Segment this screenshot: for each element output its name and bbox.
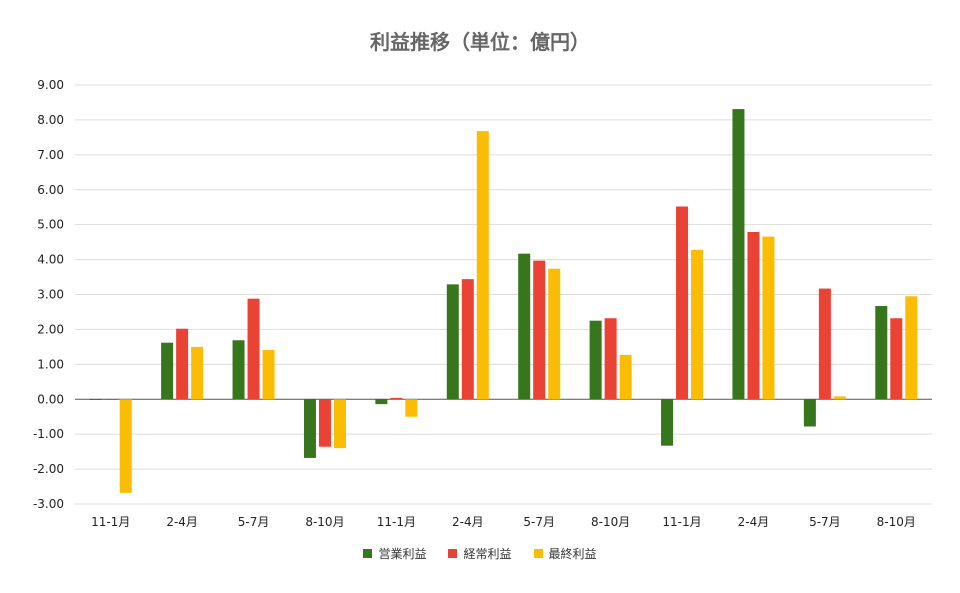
legend-item-ordinary: 経常利益 (448, 545, 512, 562)
y-tick-label: 4.00 (37, 253, 64, 267)
bar (676, 206, 689, 400)
y-tick-label: 1.00 (37, 357, 64, 371)
bar (191, 346, 204, 400)
bar (747, 231, 760, 400)
bar (548, 268, 561, 400)
x-tick-label: 11-1月 (91, 515, 130, 529)
bar (119, 399, 132, 493)
y-tick-label: -3.00 (33, 497, 64, 511)
bar (333, 399, 346, 449)
y-tick-label: -1.00 (33, 427, 64, 441)
bar (661, 399, 674, 446)
bar (104, 399, 117, 400)
x-tick-label: 2-4月 (738, 515, 770, 529)
bar (247, 298, 260, 400)
bar (176, 328, 189, 400)
bar (161, 342, 174, 400)
bar (589, 320, 602, 400)
bar (875, 306, 888, 400)
x-tick-label: 2-4月 (452, 515, 484, 529)
bar (390, 397, 403, 400)
y-tick-label: 8.00 (37, 113, 64, 127)
x-tick-label: 5-7月 (523, 515, 555, 529)
chart-title: 利益推移（単位：億円） (370, 30, 590, 54)
y-tick-label: 5.00 (37, 218, 64, 232)
bar (803, 399, 816, 427)
bar (518, 253, 531, 400)
y-tick-label: 2.00 (37, 322, 64, 336)
legend-swatch (363, 549, 373, 558)
y-tick-label: 6.00 (37, 183, 64, 197)
bar (818, 288, 831, 400)
bar (461, 279, 474, 400)
x-tick-label: 8-10月 (591, 515, 630, 529)
bar (905, 296, 918, 400)
bar (232, 340, 245, 400)
legend-label: 経常利益 (463, 547, 512, 561)
bar (476, 131, 489, 400)
bar (533, 260, 546, 400)
legend-item-operating: 営業利益 (363, 545, 426, 562)
bar (318, 399, 331, 447)
bar (691, 249, 704, 400)
legend: 営業利益 経常利益 最終利益 (0, 545, 960, 562)
bar (262, 350, 275, 400)
bar (619, 354, 632, 400)
x-tick-label: 8-10月 (305, 515, 344, 529)
legend-swatch (533, 549, 543, 558)
legend-item-net: 最終利益 (533, 545, 597, 562)
bar (762, 236, 775, 400)
bar (833, 396, 846, 400)
y-tick-label: 0.00 (37, 392, 64, 406)
bar (732, 109, 745, 400)
legend-swatch (448, 549, 458, 558)
x-tick-label: 11-1月 (377, 515, 416, 529)
y-tick-label: 9.00 (37, 78, 64, 92)
bar (446, 284, 459, 400)
x-tick-label: 11-1月 (662, 515, 701, 529)
bar (89, 399, 102, 400)
bar (405, 399, 418, 417)
x-tick-label: 5-7月 (238, 515, 270, 529)
bar (375, 399, 388, 405)
x-tick-label: 2-4月 (166, 515, 198, 529)
bar (604, 318, 617, 400)
x-tick-label: 5-7月 (809, 515, 841, 529)
legend-label: 最終利益 (548, 547, 597, 561)
legend-label: 営業利益 (378, 547, 427, 561)
bar (303, 399, 316, 458)
y-tick-label: 7.00 (37, 148, 64, 162)
y-tick-label: 3.00 (37, 288, 64, 302)
bar (890, 318, 903, 400)
y-tick-label: -2.00 (33, 462, 64, 476)
x-tick-label: 8-10月 (877, 515, 916, 529)
